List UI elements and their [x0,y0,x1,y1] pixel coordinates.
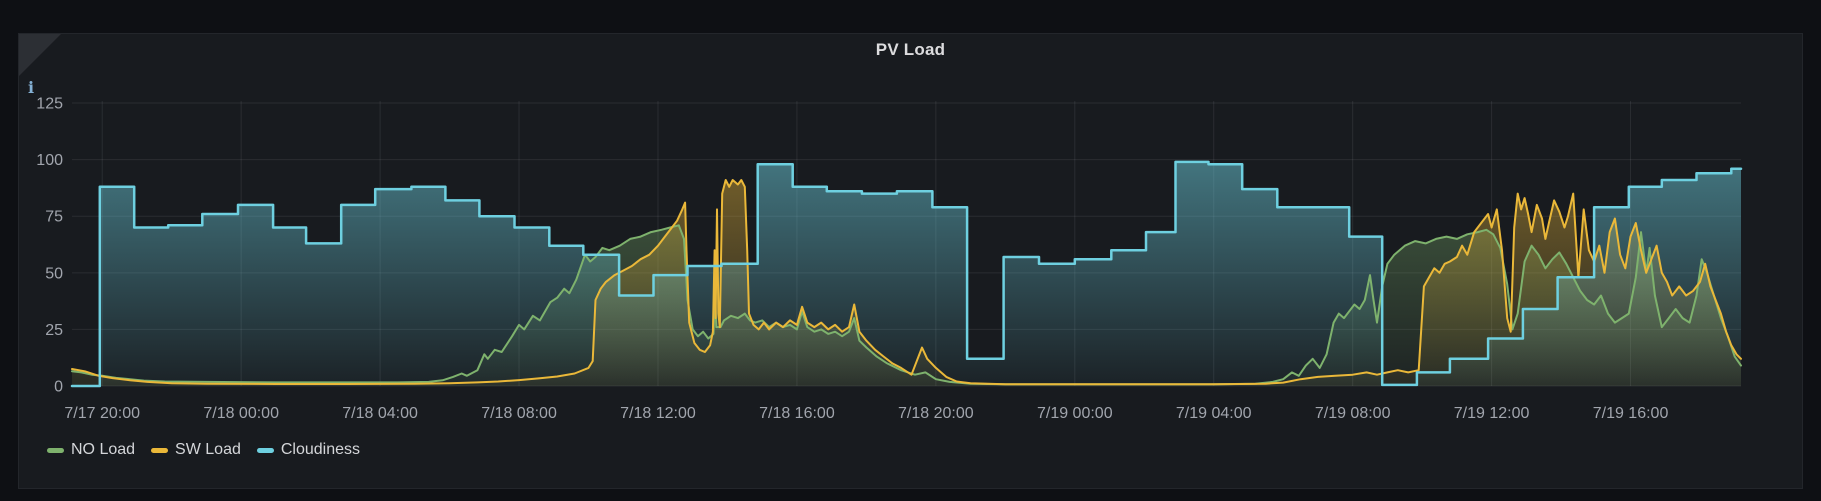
series-color-swatch-icon [47,447,64,453]
panel-title[interactable]: PV Load [875,40,946,59]
x-axis-label: 7/19 00:00 [1037,405,1113,422]
series-line-no-load [71,224,1742,386]
x-axis-label: 7/18 20:00 [898,405,974,422]
legend-label: Cloudiness [280,441,361,458]
y-axis-label: 75 [45,209,63,226]
x-axis-label: 7/19 16:00 [1593,405,1669,422]
y-axis-label: 50 [45,265,63,282]
x-axis-label: 7/19 08:00 [1315,405,1391,422]
legend-item-sw-load[interactable]: SW Load [151,441,241,459]
chart-legend: NO Load SW Load Cloudiness [47,437,360,463]
legend-label: NO Load [71,441,136,458]
panel-info-corner[interactable]: i [19,34,61,96]
legend-item-cloudiness[interactable]: Cloudiness [256,441,361,459]
y-axis-label: 0 [54,379,63,396]
y-axis-label: 100 [36,152,63,169]
x-axis-label: 7/18 04:00 [342,405,418,422]
x-axis-label: 7/17 20:00 [64,405,140,422]
x-axis-label: 7/18 16:00 [759,405,835,422]
series-area-cloudiness [72,161,1741,386]
x-axis-label: 7/19 12:00 [1454,405,1530,422]
x-axis-label: 7/18 08:00 [481,405,557,422]
y-axis-label: 25 [45,322,63,339]
legend-label: SW Load [175,441,241,458]
series-color-swatch-icon [256,447,274,453]
series-line-cloudiness [70,160,1743,388]
time-series-chart[interactable]: 0 25 50 75 100 125 7/17 20:00 7/18 00:00 7/18 04… [19,34,1804,490]
x-axis-label: 7/19 04:00 [1176,405,1252,422]
legend-item-no-load[interactable]: NO Load [47,441,135,459]
x-axis-label: 7/18 00:00 [203,405,279,422]
pv-load-panel: i PV Load 0 25 50 75 100 125 7/17 20:00 7/18 00… [18,33,1803,489]
info-icon: i [28,78,35,97]
series-color-swatch-icon [151,447,169,453]
y-axis-label: 125 [36,96,63,113]
x-axis-label: 7/18 12:00 [620,405,696,422]
